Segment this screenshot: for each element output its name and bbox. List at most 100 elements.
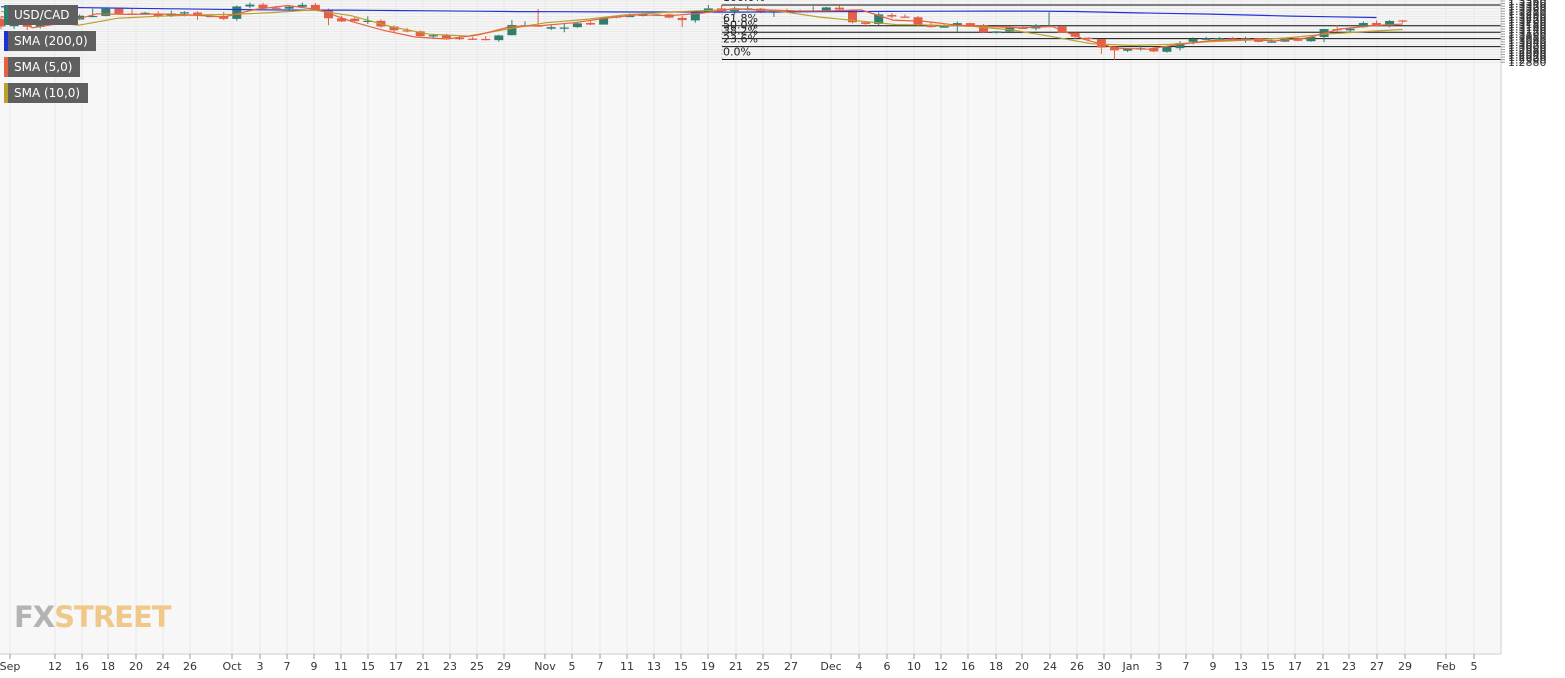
candle-up bbox=[179, 12, 189, 14]
candle-up bbox=[35, 23, 45, 27]
legend-item-sma10[interactable]: SMA (10,0) bbox=[4, 83, 89, 103]
x-tick-label: 26 bbox=[183, 660, 197, 673]
candle-up bbox=[874, 14, 884, 24]
candle-down bbox=[677, 17, 687, 21]
legend-swatch bbox=[4, 31, 8, 51]
x-tick-label: 15 bbox=[1261, 660, 1275, 673]
x-tick-label: 9 bbox=[1210, 660, 1217, 673]
candle-down bbox=[1057, 26, 1067, 33]
y-tick-label: 1.3360 bbox=[1508, 0, 1547, 8]
x-tick-label: 26 bbox=[1070, 660, 1084, 673]
y-tick-label: 1.3340 bbox=[1508, 0, 1547, 11]
candle-up bbox=[992, 31, 1002, 33]
x-tick-label: 19 bbox=[701, 660, 715, 673]
candle-down bbox=[193, 12, 202, 16]
x-tick-label: 5 bbox=[1471, 660, 1478, 673]
candle-up bbox=[690, 12, 700, 21]
legend-swatch bbox=[4, 83, 8, 103]
x-tick-label: 25 bbox=[470, 660, 484, 673]
x-tick-label: 7 bbox=[284, 660, 291, 673]
candle-up bbox=[1162, 46, 1172, 52]
fib-level-label: 23.6% bbox=[723, 33, 758, 46]
y-tick-label: 1.3320 bbox=[1508, 0, 1547, 13]
x-tick-label: Sep bbox=[0, 660, 20, 673]
x-tick-label: 11 bbox=[620, 660, 634, 673]
x-tick-label: 24 bbox=[156, 660, 170, 673]
candle-down bbox=[0, 18, 6, 27]
candle-down bbox=[337, 18, 347, 22]
logo-fx: FX bbox=[14, 600, 55, 634]
y-axis: 1.33601.33401.33201.33001.32801.32601.32… bbox=[1500, 0, 1547, 654]
x-tick-label: Nov bbox=[534, 660, 556, 673]
candle-down bbox=[979, 25, 988, 33]
x-tick-label: 3 bbox=[1156, 660, 1163, 673]
candle-up bbox=[101, 8, 111, 16]
x-tick-label: 11 bbox=[334, 660, 348, 673]
candle-up bbox=[494, 35, 504, 41]
x-tick-label: 21 bbox=[416, 660, 430, 673]
candle-down bbox=[258, 4, 268, 9]
candle-down bbox=[455, 37, 464, 40]
candle-down bbox=[114, 8, 124, 14]
candle-up bbox=[1267, 41, 1277, 43]
y-tick-label: 1.3080 bbox=[1508, 31, 1547, 44]
candle-up bbox=[821, 7, 831, 11]
y-tick-label: 1.3120 bbox=[1508, 26, 1547, 39]
x-tick-label: Dec bbox=[820, 660, 841, 673]
y-tick-label: 1.2980 bbox=[1508, 43, 1547, 56]
candle-down bbox=[468, 38, 478, 40]
x-tick-label: 25 bbox=[756, 660, 770, 673]
x-tick-label: 23 bbox=[443, 660, 457, 673]
x-tick-label: 7 bbox=[597, 660, 604, 673]
legend-swatch bbox=[4, 57, 8, 77]
legend-item-usdcad[interactable]: USD/CAD bbox=[4, 5, 78, 25]
candle-up bbox=[1201, 38, 1211, 40]
candle-up bbox=[1345, 28, 1355, 31]
y-tick-label: 1.3300 bbox=[1508, 3, 1547, 16]
y-tick-label: 1.3100 bbox=[1508, 28, 1547, 41]
x-tick-label: 13 bbox=[1234, 660, 1248, 673]
x-axis: Sep 12 16 18 20 24 26 Oct 3 7 9 11 15 17 21 23 25 29 Nov 5 7… bbox=[0, 653, 1501, 673]
plot-area bbox=[0, 0, 1501, 654]
candle-up bbox=[939, 26, 949, 28]
candle-down bbox=[415, 31, 425, 37]
fib-level-label: 100.0% bbox=[723, 0, 765, 4]
candle-up bbox=[1214, 38, 1224, 40]
x-tick-label: 20 bbox=[1015, 660, 1029, 673]
x-tick-label: 17 bbox=[389, 660, 403, 673]
candle-down bbox=[1070, 32, 1080, 37]
x-tick-label: 23 bbox=[1342, 660, 1356, 673]
x-tick-label: 15 bbox=[674, 660, 688, 673]
x-tick-label: 10 bbox=[907, 660, 921, 673]
candle-up bbox=[1188, 39, 1198, 42]
x-tick-label: 9 bbox=[311, 660, 318, 673]
candle-up bbox=[1385, 20, 1395, 26]
x-tick-label: 17 bbox=[1288, 660, 1302, 673]
x-tick-label: 21 bbox=[729, 660, 743, 673]
candle-down bbox=[389, 26, 399, 31]
x-tick-label: 21 bbox=[1316, 660, 1330, 673]
x-tick-label: 29 bbox=[497, 660, 511, 673]
legend-item-sma5[interactable]: SMA (5,0) bbox=[4, 57, 81, 77]
candle-up bbox=[625, 15, 635, 18]
x-tick-label: Jan bbox=[1122, 660, 1140, 673]
x-tick-label: 3 bbox=[257, 660, 264, 673]
x-tick-label: 30 bbox=[1097, 660, 1111, 673]
x-tick-label: 27 bbox=[1370, 660, 1384, 673]
candle-down bbox=[861, 22, 871, 24]
candle-down bbox=[586, 22, 595, 25]
y-tick-label: 1.3060 bbox=[1508, 33, 1547, 46]
candle-up bbox=[75, 15, 85, 20]
fib-level-label: 50.0% bbox=[723, 18, 758, 31]
y-tick-label: 1.3020 bbox=[1508, 38, 1547, 51]
legend-swatch bbox=[4, 5, 8, 25]
legend-label: SMA (5,0) bbox=[14, 60, 73, 74]
legend-item-sma200[interactable]: SMA (200,0) bbox=[4, 31, 96, 51]
candle-up bbox=[245, 4, 255, 7]
candle-up bbox=[507, 24, 517, 36]
x-tick-label: 20 bbox=[129, 660, 143, 673]
candle-down bbox=[1018, 27, 1028, 29]
fib-level-label: 61.8% bbox=[723, 12, 758, 25]
candle-down bbox=[441, 35, 451, 38]
y-tick-label: 1.3040 bbox=[1508, 36, 1547, 49]
